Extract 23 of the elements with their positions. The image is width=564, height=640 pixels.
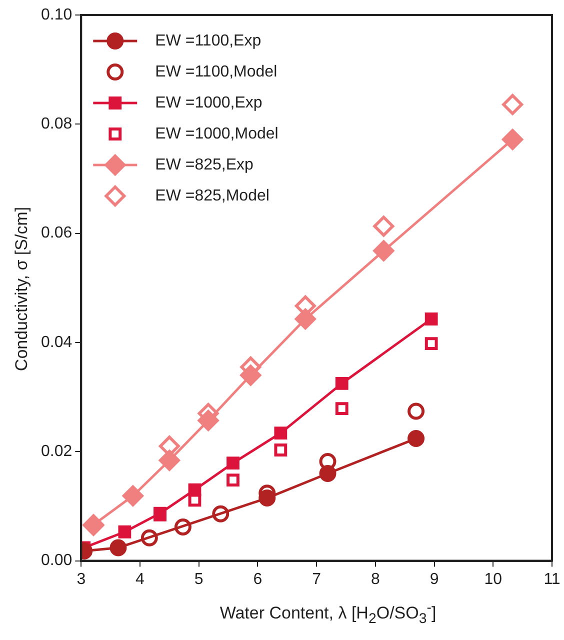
y-tick-label: 0.04 <box>41 334 72 351</box>
x-tick-label: 8 <box>370 570 380 588</box>
legend-label: EW =1000,Model <box>155 125 278 142</box>
x-tick-label: 3 <box>76 570 86 588</box>
legend-label: EW =1000,Exp <box>155 94 262 112</box>
legend-label: EW =825,Exp <box>155 156 254 174</box>
legend-label: EW =1100,Exp <box>155 32 262 50</box>
y-tick-label: 0.00 <box>41 552 72 570</box>
legend-label: EW =825,Model <box>155 187 270 204</box>
y-axis-title: Conductivity, σ [S/cm] <box>12 206 32 372</box>
legend-label: EW =1100,Model <box>155 63 278 80</box>
y-tick-label: 0.02 <box>41 443 72 460</box>
x-axis-title: Water Content, λ [H$_{2}$O/SO$_{3}$$^{-}$] <box>218 600 438 628</box>
x-tick-label: 7 <box>312 570 322 588</box>
x-tick-label: 10 <box>484 570 502 588</box>
x-tick-label: 6 <box>253 570 262 588</box>
x-tick-label: 5 <box>194 570 204 588</box>
y-tick-label: 0.08 <box>41 116 72 133</box>
x-tick-label: 4 <box>136 570 145 588</box>
x-tick-label: 11 <box>544 570 560 588</box>
y-tick-label: 0.06 <box>41 224 72 242</box>
x-tick-label: 9 <box>430 570 439 588</box>
y-tick-label: 0.10 <box>41 6 72 24</box>
